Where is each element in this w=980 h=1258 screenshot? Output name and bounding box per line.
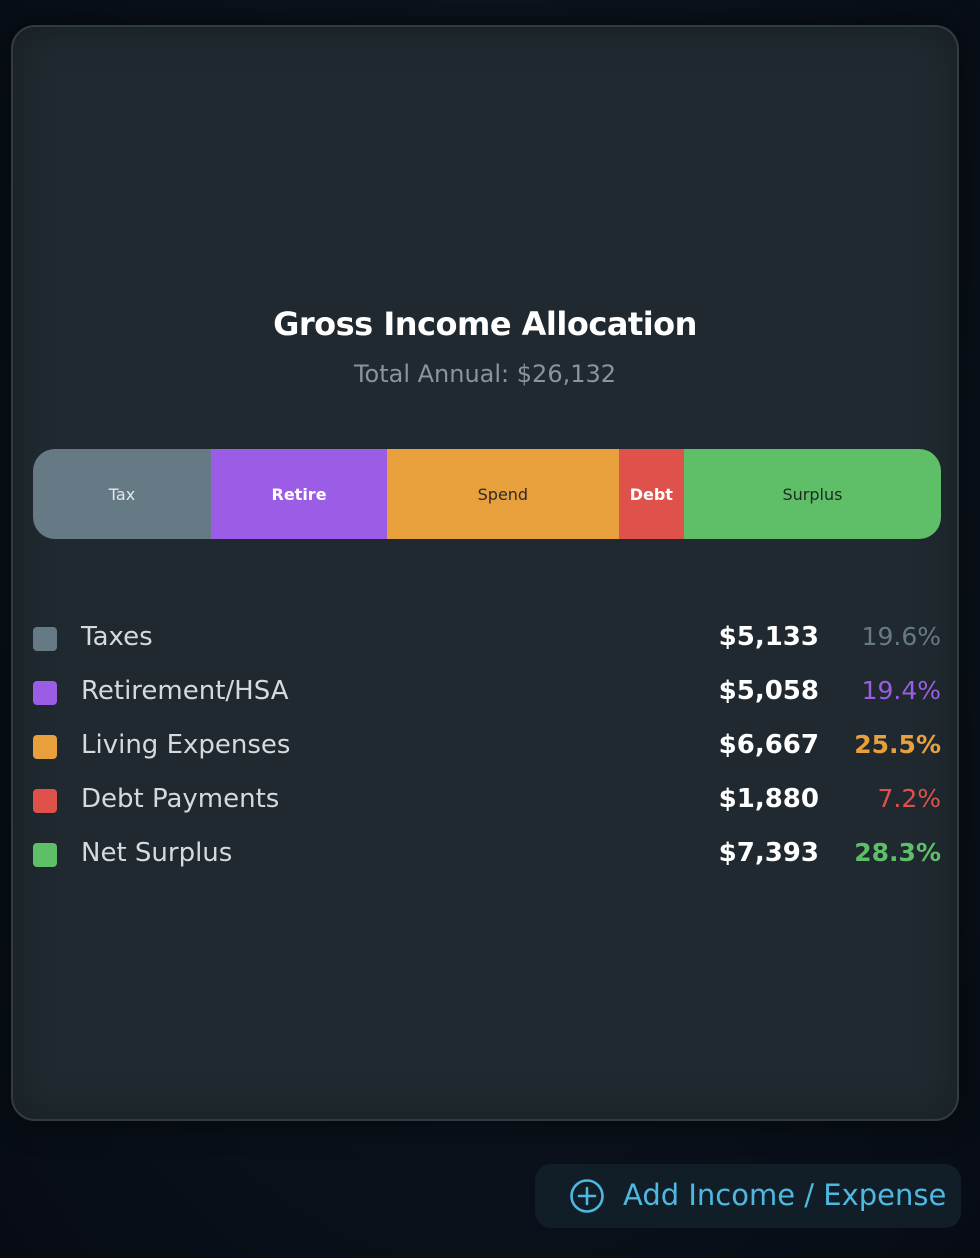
allocation-bar: Tax Retire Spend Debt Surplus [33, 449, 941, 539]
income-allocation-card: Gross Income Allocation Total Annual: $2… [11, 25, 959, 1121]
bar-segment-spend: Spend [387, 449, 619, 539]
legend-label: Living Expenses [81, 730, 291, 760]
legend-label: Retirement/HSA [81, 676, 289, 706]
legend-label: Taxes [81, 622, 153, 652]
legend-amount: $5,133 [718, 622, 819, 652]
bar-segment-label: Tax [108, 484, 136, 504]
allocation-legend: Taxes $5,133 19.6% Retirement/HSA $5,058 19.4… [33, 612, 941, 882]
bar-segment-label: Retire [271, 484, 327, 504]
legend-swatch [33, 843, 57, 867]
legend-swatch [33, 681, 57, 705]
bar-segment-label: Surplus [782, 484, 843, 504]
bar-segment-debt: Debt [618, 449, 684, 539]
legend-swatch [33, 627, 57, 651]
legend-amount: $7,393 [718, 838, 819, 868]
bar-segment-tax: Tax [33, 449, 211, 539]
legend-percent: 28.3% [854, 838, 941, 867]
legend-swatch [33, 735, 57, 759]
legend-percent: 25.5% [854, 730, 941, 759]
plus-circle-icon [570, 1179, 604, 1213]
card-title: Gross Income Allocation [273, 305, 697, 343]
bar-segment-surplus: Surplus [684, 449, 941, 539]
add-button-label: Add Income / Expense [623, 1178, 947, 1212]
bar-segment-retire: Retire [210, 449, 388, 539]
legend-label: Net Surplus [81, 838, 233, 868]
add-income-expense-button[interactable]: Add Income / Expense [535, 1164, 961, 1228]
legend-row: Debt Payments $1,880 7.2% [33, 774, 941, 828]
legend-percent: 7.2% [877, 784, 941, 813]
legend-amount: $5,058 [718, 676, 819, 706]
total-annual-subtitle: Total Annual: $26,132 [353, 360, 617, 388]
legend-row: Living Expenses $6,667 25.5% [33, 720, 941, 774]
bar-segment-label: Debt [629, 484, 673, 504]
legend-row: Taxes $5,133 19.6% [33, 612, 941, 666]
bar-segment-label: Spend [477, 484, 529, 504]
legend-amount: $1,880 [718, 784, 819, 814]
legend-row: Net Surplus $7,393 28.3% [33, 828, 941, 882]
legend-percent: 19.4% [861, 676, 941, 705]
legend-percent: 19.6% [861, 622, 941, 651]
legend-label: Debt Payments [81, 784, 280, 814]
legend-row: Retirement/HSA $5,058 19.4% [33, 666, 941, 720]
legend-swatch [33, 789, 57, 813]
legend-amount: $6,667 [718, 730, 819, 760]
